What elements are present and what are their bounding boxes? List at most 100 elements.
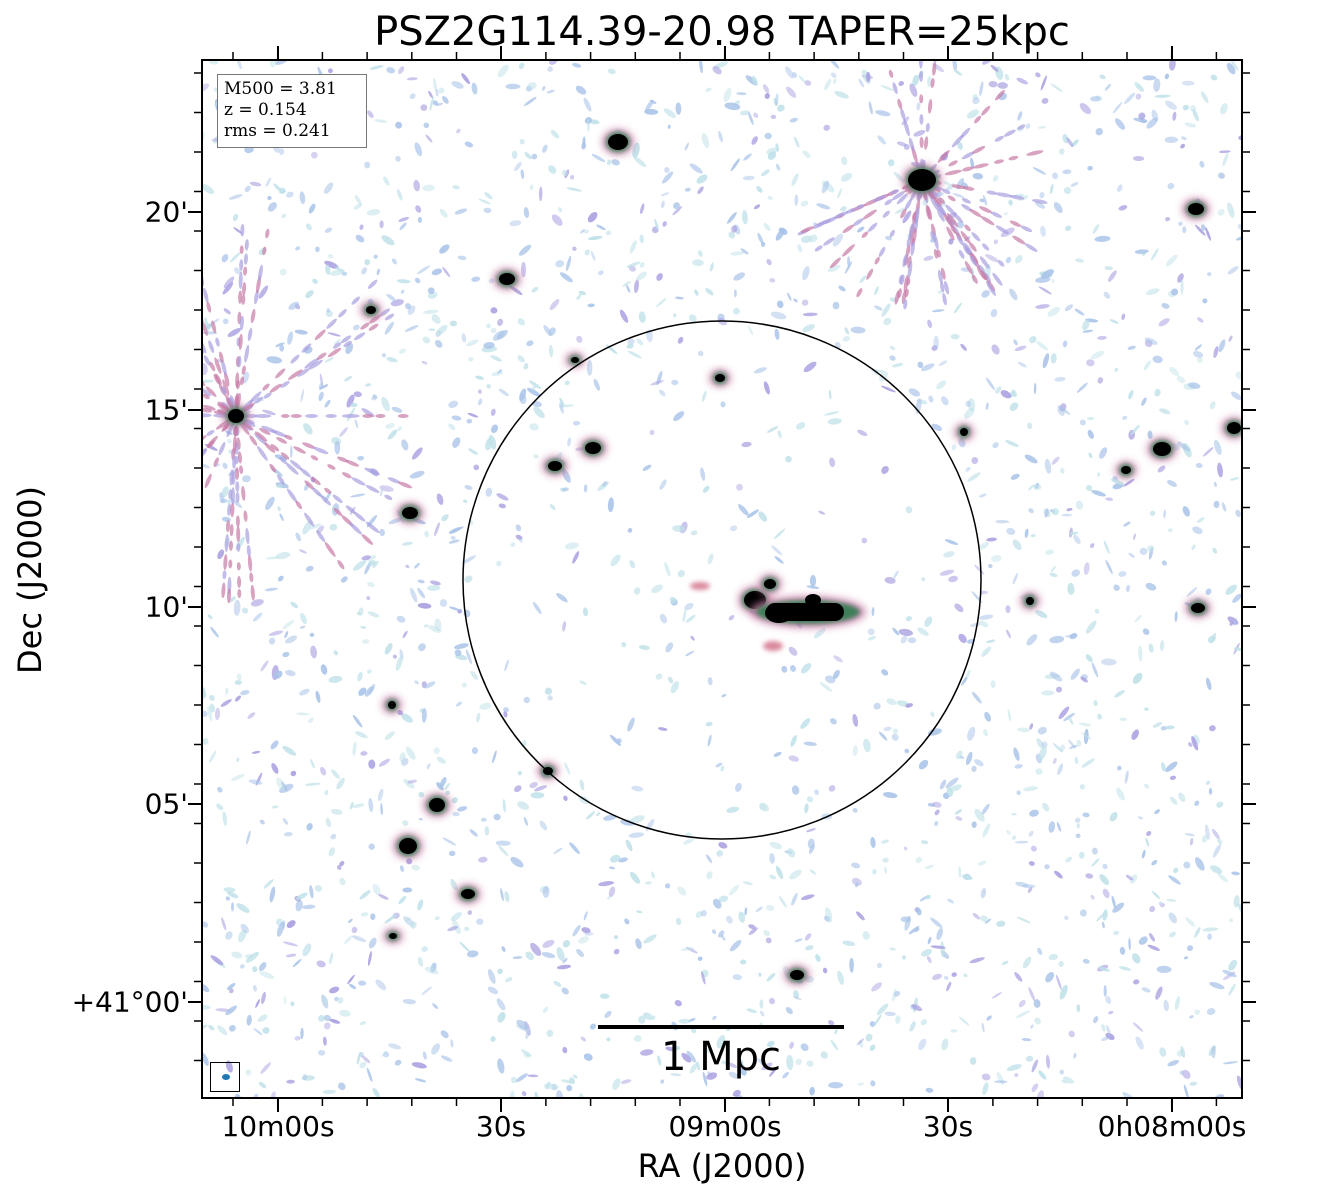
noise-speckle xyxy=(521,1091,527,1097)
noise-speckle xyxy=(368,798,374,813)
noise-speckle xyxy=(880,839,890,844)
noise-speckle xyxy=(561,987,569,995)
noise-speckle xyxy=(327,68,333,74)
noise-speckle xyxy=(948,238,954,245)
noise-speckle xyxy=(868,101,873,115)
noise-speckle xyxy=(556,1090,564,1098)
noise-speckle xyxy=(880,84,894,91)
noise-speckle xyxy=(638,1015,646,1024)
artifact-streak xyxy=(946,226,955,241)
noise-speckle xyxy=(551,1083,558,1091)
artifact-streak xyxy=(118,323,132,335)
noise-speckle xyxy=(395,655,403,671)
noise-speckle xyxy=(1178,792,1186,802)
artifact-streak xyxy=(896,193,908,205)
noise-speckle xyxy=(1079,784,1086,790)
noise-speckle xyxy=(767,195,773,201)
artifact-streak xyxy=(263,392,272,399)
noise-speckle xyxy=(1165,216,1171,222)
noise-speckle xyxy=(785,1007,793,1015)
noise-speckle xyxy=(728,231,736,239)
artifact-streak xyxy=(933,232,939,250)
noise-speckle xyxy=(423,624,429,628)
noise-speckle xyxy=(1192,108,1199,122)
noise-speckle xyxy=(517,771,522,776)
noise-speckle xyxy=(1189,837,1194,846)
noise-speckle xyxy=(549,504,556,510)
noise-speckle xyxy=(265,177,272,187)
noise-speckle xyxy=(791,785,800,795)
artifact-streak xyxy=(878,246,886,258)
noise-speckle xyxy=(673,411,685,422)
artifact-streak xyxy=(953,213,963,223)
artifact-streak xyxy=(937,149,950,163)
noise-speckle xyxy=(1045,972,1055,983)
noise-speckle xyxy=(748,924,756,930)
noise-speckle xyxy=(452,811,460,817)
noise-speckle xyxy=(1202,447,1214,457)
noise-speckle xyxy=(447,926,459,932)
artifact-streak xyxy=(262,383,270,391)
noise-speckle xyxy=(1030,534,1036,538)
noise-speckle xyxy=(587,235,603,241)
noise-speckle xyxy=(1014,764,1023,769)
artifact-streak xyxy=(222,379,230,396)
noise-speckle xyxy=(476,918,484,925)
noise-speckle xyxy=(1158,318,1170,327)
noise-speckle xyxy=(788,646,798,656)
noise-speckle xyxy=(1212,844,1221,858)
noise-speckle xyxy=(1050,566,1056,573)
noise-speckle xyxy=(368,937,377,949)
noise-speckle xyxy=(1168,528,1173,533)
noise-speckle xyxy=(587,119,590,133)
artifact-streak xyxy=(937,208,945,222)
noise-speckle xyxy=(952,193,965,198)
noise-speckle xyxy=(1110,478,1125,486)
artifact-streak xyxy=(387,477,401,484)
artifact-streak xyxy=(221,386,227,395)
noise-speckle xyxy=(1013,747,1020,761)
noise-speckle xyxy=(572,551,580,564)
noise-speckle xyxy=(971,457,979,464)
artifact-streak xyxy=(368,323,379,331)
artifact-streak xyxy=(961,203,973,212)
noise-speckle xyxy=(326,308,330,313)
artifact-streak xyxy=(1020,225,1033,233)
rms-label: rms = 0.241 xyxy=(224,121,331,141)
artifact-streak xyxy=(214,357,222,374)
noise-speckle xyxy=(643,934,657,944)
artifact-streak xyxy=(891,191,905,201)
noise-speckle xyxy=(1075,258,1084,263)
noise-speckle xyxy=(285,635,298,644)
noise-speckle xyxy=(348,918,353,924)
noise-speckle xyxy=(1217,462,1223,478)
noise-speckle xyxy=(726,806,740,813)
noise-speckle xyxy=(1102,909,1108,921)
noise-speckle xyxy=(741,441,752,448)
noise-speckle xyxy=(579,680,587,686)
noise-speckle xyxy=(282,818,289,825)
noise-speckle xyxy=(1102,863,1108,870)
noise-speckle xyxy=(920,1018,928,1026)
noise-speckle xyxy=(471,276,481,282)
noise-speckle xyxy=(564,762,571,775)
noise-speckle xyxy=(498,503,506,509)
noise-speckle xyxy=(767,151,777,160)
noise-speckle xyxy=(775,163,781,171)
noise-speckle xyxy=(420,104,428,111)
noise-speckle xyxy=(881,669,889,676)
noise-speckle xyxy=(1231,391,1242,400)
noise-speckle xyxy=(1173,867,1179,874)
noise-speckle xyxy=(417,579,425,584)
noise-speckle xyxy=(1217,209,1225,216)
noise-speckle xyxy=(1182,226,1187,234)
noise-speckle xyxy=(872,369,884,373)
noise-speckle xyxy=(344,935,353,945)
noise-speckle xyxy=(737,1062,747,1076)
noise-speckle xyxy=(366,1067,373,1082)
noise-speckle xyxy=(406,858,413,865)
noise-speckle xyxy=(1122,1092,1127,1098)
artifact-streak xyxy=(969,209,982,218)
noise-speckle xyxy=(833,78,837,84)
noise-speckle xyxy=(1005,605,1011,614)
